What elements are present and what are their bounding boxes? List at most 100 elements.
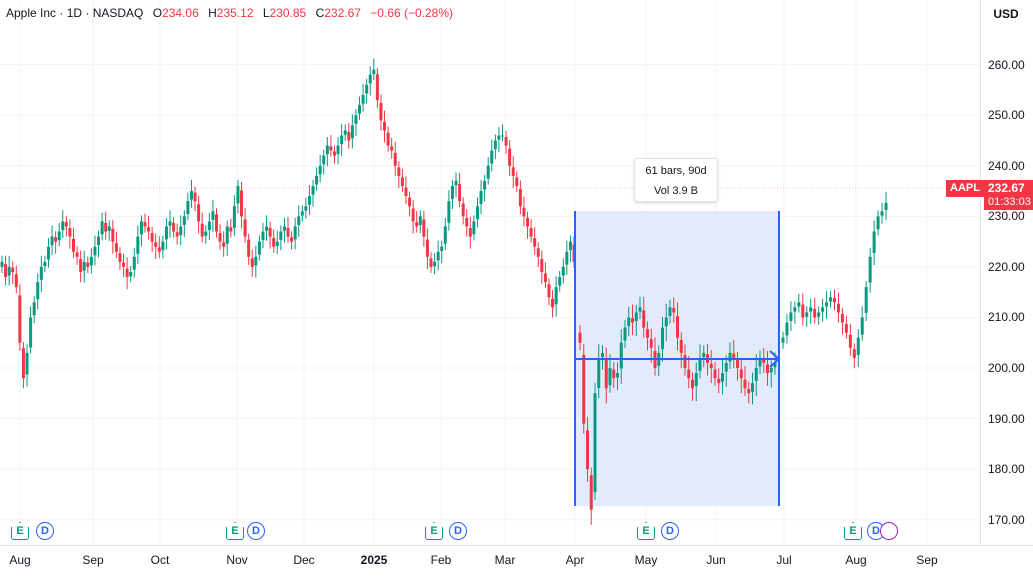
candle-body xyxy=(272,238,276,247)
candle-body xyxy=(604,358,608,389)
candle-body xyxy=(668,307,672,316)
candle-body xyxy=(72,238,75,252)
candle-body xyxy=(111,228,115,242)
candle-body xyxy=(793,307,797,312)
time-tick: May xyxy=(634,553,658,567)
candle-body xyxy=(54,237,58,242)
candle-body xyxy=(568,241,572,251)
candle-body xyxy=(340,135,344,145)
candle-body xyxy=(661,327,664,350)
earnings-marker[interactable]: E xyxy=(11,522,29,540)
candle-body xyxy=(504,136,508,146)
candle-body xyxy=(325,145,329,155)
candle-body xyxy=(315,175,319,185)
price-axis[interactable] xyxy=(980,0,1033,545)
currency-label[interactable]: USD xyxy=(993,7,1019,21)
candle-body xyxy=(0,261,4,267)
split-marker[interactable] xyxy=(880,522,898,540)
candle-body xyxy=(97,236,101,246)
candle-body xyxy=(433,261,437,267)
symbol-title[interactable]: Apple Inc · 1D · NASDAQ xyxy=(6,6,144,20)
candle-body xyxy=(551,298,555,308)
candle-body xyxy=(350,125,354,139)
candle-body xyxy=(254,256,258,266)
candle-body xyxy=(728,352,732,362)
earnings-marker[interactable]: E xyxy=(226,522,244,540)
candle-body xyxy=(157,247,161,252)
candle-body xyxy=(286,227,290,237)
candle-body xyxy=(18,295,22,343)
candle-body xyxy=(132,256,136,270)
candle-body xyxy=(311,186,315,195)
candle-body xyxy=(497,135,501,140)
candle-body xyxy=(268,227,272,237)
candle-body xyxy=(781,337,785,343)
candle-body xyxy=(211,211,215,220)
candle-body xyxy=(884,202,888,211)
candle-body xyxy=(664,317,668,327)
earnings-marker[interactable]: E xyxy=(637,522,655,540)
dividend-marker[interactable]: D xyxy=(247,522,265,540)
candle-body xyxy=(136,236,140,254)
candle-body xyxy=(616,373,619,378)
candle-body xyxy=(586,430,589,470)
time-tick: Nov xyxy=(226,553,248,567)
candle-body xyxy=(840,313,844,323)
candle-body xyxy=(608,368,612,386)
symbol-legend[interactable]: Apple Inc · 1D · NASDAQ O234.06 H235.12 … xyxy=(6,6,453,20)
candle-body xyxy=(461,203,465,217)
range-candles xyxy=(578,296,777,525)
candle-body xyxy=(232,206,236,228)
candle-body xyxy=(511,167,515,176)
candle-body xyxy=(290,237,294,242)
candle-body xyxy=(265,226,269,231)
candle-body xyxy=(79,259,83,272)
candle-body xyxy=(747,389,751,394)
last-price: 232.67 xyxy=(988,181,1025,195)
candle-body xyxy=(282,226,286,231)
candle-body xyxy=(724,362,728,372)
time-tick: Sep xyxy=(916,553,938,567)
candle-body xyxy=(247,239,251,257)
candle-body xyxy=(25,352,29,375)
candle-body xyxy=(64,222,68,227)
time-axis[interactable] xyxy=(0,545,1033,579)
candle-body xyxy=(458,183,462,202)
candle-body xyxy=(732,353,736,358)
candle-body xyxy=(164,226,168,240)
candle-body xyxy=(582,354,586,424)
price-series xyxy=(0,58,888,389)
dividend-marker[interactable]: D xyxy=(36,522,54,540)
time-tick: Jun xyxy=(706,553,726,567)
price-tick: 210.00 xyxy=(988,310,1025,325)
candle-body xyxy=(114,243,118,252)
candle-body xyxy=(825,302,829,307)
candle-body xyxy=(676,316,679,338)
candle-body xyxy=(829,297,833,302)
date-range-measure xyxy=(574,211,781,525)
candle-body xyxy=(493,140,497,150)
candle-body xyxy=(197,204,201,222)
bar-countdown: 01:33:03 xyxy=(988,196,1031,208)
candle-body xyxy=(515,177,519,187)
candle-body xyxy=(589,475,593,510)
dividend-marker[interactable]: D xyxy=(661,522,679,540)
candle-body xyxy=(390,146,394,151)
earnings-marker[interactable]: E xyxy=(425,522,443,540)
candle-body xyxy=(813,308,817,318)
time-tick: Aug xyxy=(9,553,31,567)
candle-body xyxy=(766,364,769,374)
candle-body xyxy=(100,221,104,235)
candle-body xyxy=(543,273,547,283)
candle-body xyxy=(172,222,176,232)
candle-body xyxy=(479,191,483,204)
candle-body xyxy=(490,150,494,164)
dividend-marker[interactable]: D xyxy=(449,522,467,540)
candle-body xyxy=(558,277,562,286)
candle-body xyxy=(468,227,472,237)
candle-body xyxy=(361,95,365,104)
time-tick: Jul xyxy=(776,553,792,567)
earnings-marker[interactable]: E xyxy=(844,522,862,540)
candle-body xyxy=(261,231,265,241)
